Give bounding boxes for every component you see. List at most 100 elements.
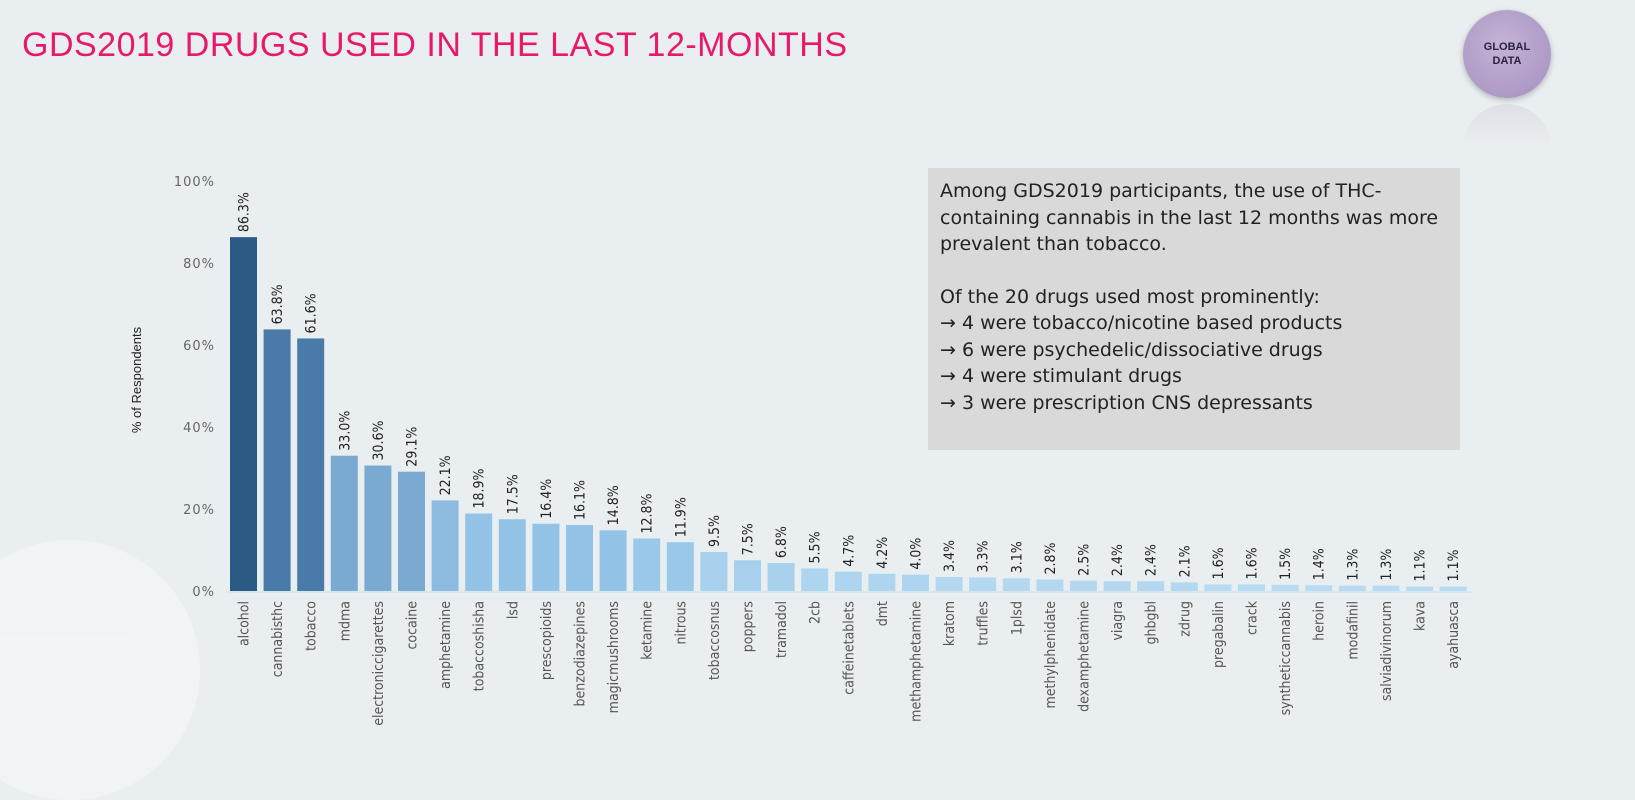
bar-crack xyxy=(1238,584,1265,591)
data-label: 1.6% xyxy=(1245,547,1261,579)
bar-syntheticcannabis xyxy=(1271,584,1299,591)
bar-prescopioids xyxy=(532,523,560,591)
bar-truffles xyxy=(969,577,997,591)
x-tick-label: zdrug xyxy=(1177,601,1193,637)
data-label: 4.2% xyxy=(875,537,891,569)
bar-1plsd xyxy=(1002,578,1030,591)
x-tick-label: cannabisthc xyxy=(270,601,286,677)
data-label: 7.5% xyxy=(741,523,757,555)
bar-electroniccigarettes xyxy=(364,465,392,591)
data-label: 61.6% xyxy=(304,293,320,333)
x-tick-label: modafinil xyxy=(1345,601,1361,660)
x-tick-label: dmt xyxy=(875,601,891,626)
note-bullet: → 4 were stimulant drugs xyxy=(940,365,1182,387)
x-tick-label: crack xyxy=(1245,600,1261,635)
data-label: 3.4% xyxy=(942,540,958,572)
bar-alcohol xyxy=(230,237,257,592)
x-tick-label: syntheticcannabis xyxy=(1278,601,1294,715)
x-tick-label: magicmushrooms xyxy=(606,601,622,713)
bar-tobacco xyxy=(297,338,325,591)
x-tick-label: kava xyxy=(1413,601,1429,631)
x-tick-label: tobacco xyxy=(304,601,320,651)
note-bullet: → 3 were prescription CNS depressants xyxy=(940,391,1313,414)
bar-salviadivinorum xyxy=(1372,585,1400,591)
bar-dexamphetamine xyxy=(1070,580,1097,591)
note-bullet: → 6 were psychedelic/dissociative drugs xyxy=(940,338,1323,361)
x-tick-label: benzodiazepines xyxy=(573,601,589,706)
bar-2cb xyxy=(801,568,829,591)
data-label: 1.6% xyxy=(1211,547,1227,579)
data-label: 3.1% xyxy=(1009,541,1025,573)
x-tick-label: caffeinetablets xyxy=(841,601,857,695)
summary-note: Among GDS2019 participants, the use of T… xyxy=(928,168,1460,450)
page-title: GDS2019 DRUGS USED IN THE LAST 12-MONTHS xyxy=(22,26,848,64)
data-label: 3.3% xyxy=(976,540,992,572)
bar-caffeinetablets xyxy=(834,571,862,591)
x-tick-label: methamphetamine xyxy=(909,601,925,722)
data-label: 18.9% xyxy=(472,468,488,508)
x-tick-label: viagra xyxy=(1110,601,1126,641)
y-tick-label: 60% xyxy=(183,339,215,354)
bar-ayahuasca xyxy=(1439,586,1467,591)
bar-tobaccoshisha xyxy=(465,513,493,591)
background-decoration xyxy=(0,540,200,800)
bar-chart: 0% 20% 40% 60% 80% 100% % of Respondents 86.3% a… xyxy=(129,175,1472,726)
y-axis-label: % of Respondents xyxy=(129,326,144,433)
bar-magicmushrooms xyxy=(599,530,627,591)
bar-methamphetamine xyxy=(902,574,929,591)
x-tick-label: nitrous xyxy=(673,601,689,645)
x-tick-label: tobaccoshisha xyxy=(472,601,488,691)
data-label: 1.1% xyxy=(1413,549,1429,581)
bar-nitrous xyxy=(666,542,694,591)
y-tick-label: 80% xyxy=(183,257,215,272)
x-tick-label: methylphenidate xyxy=(1043,601,1059,709)
bar-tobaccosnus xyxy=(700,552,728,591)
bar-methylphenidate xyxy=(1036,579,1064,591)
y-tick-label: 40% xyxy=(183,421,215,436)
data-label: 2.8% xyxy=(1043,542,1059,574)
note-intro: Of the 20 drugs used most prominently: xyxy=(940,285,1320,308)
data-label: 1.3% xyxy=(1345,549,1361,581)
data-label: 1.4% xyxy=(1312,548,1328,580)
data-label: 2.4% xyxy=(1110,544,1126,576)
data-label: 1.5% xyxy=(1278,548,1294,580)
data-label: 4.0% xyxy=(909,538,925,570)
data-label: 2.4% xyxy=(1144,544,1160,576)
y-tick-label: 100% xyxy=(174,175,215,190)
data-label: 1.3% xyxy=(1379,549,1395,581)
bar-modafinil xyxy=(1338,585,1366,591)
bar-ghbgbl xyxy=(1137,581,1165,591)
x-tick-label: alcohol xyxy=(237,601,253,646)
data-label: 2.5% xyxy=(1077,544,1093,576)
data-label: 4.7% xyxy=(841,535,857,567)
bar-mdma xyxy=(330,455,358,591)
x-tick-label: tramadol xyxy=(774,601,790,658)
data-label: 30.6% xyxy=(371,421,387,461)
y-tick-label: 0% xyxy=(192,585,215,600)
data-label: 22.1% xyxy=(438,455,454,495)
x-tick-label: prescopioids xyxy=(539,601,555,680)
data-label: 33.0% xyxy=(337,411,353,451)
bar-poppers xyxy=(734,560,761,591)
note-bullet: → 4 were tobacco/nicotine based products xyxy=(940,312,1343,334)
x-tick-label: 2cb xyxy=(808,601,824,624)
bar-pregabalin xyxy=(1204,584,1232,591)
x-tick-label: heroin xyxy=(1312,601,1328,641)
bar-benzodiazepines xyxy=(566,524,593,591)
x-tick-label: 1plsd xyxy=(1009,601,1025,635)
x-tick-label: electroniccigarettes xyxy=(371,601,387,726)
x-tick-label: lsd xyxy=(505,601,521,619)
bar-cannabisthc xyxy=(263,329,291,591)
x-tick-label: poppers xyxy=(741,601,757,652)
data-label: 86.3% xyxy=(237,192,253,232)
bar-viagra xyxy=(1103,581,1131,591)
data-label: 16.4% xyxy=(539,479,555,519)
logo-line1: GLOBAL xyxy=(1483,41,1531,53)
bar-tramadol xyxy=(767,563,795,591)
data-label: 16.1% xyxy=(573,480,589,520)
bar-cocaine xyxy=(398,471,425,591)
bar-zdrug xyxy=(1170,582,1198,591)
bar-kava xyxy=(1406,586,1433,591)
data-label: 2.1% xyxy=(1177,545,1193,577)
x-tick-label: dexamphetamine xyxy=(1077,601,1093,712)
